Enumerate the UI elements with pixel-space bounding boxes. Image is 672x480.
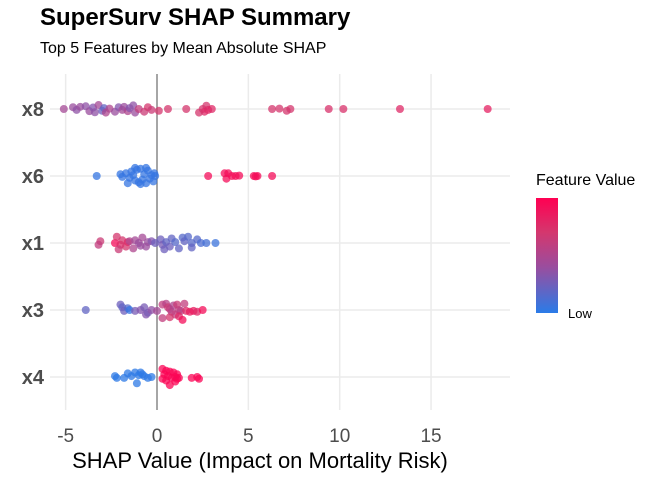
shap-point xyxy=(211,239,220,247)
shap-point xyxy=(171,238,180,247)
shap-point xyxy=(129,244,138,253)
shap-point xyxy=(81,306,90,314)
x-tick-label: 15 xyxy=(420,426,441,447)
shap-point xyxy=(182,105,191,113)
shap-point xyxy=(275,104,284,113)
y-tick-label: x8 xyxy=(22,99,44,121)
series-x4 xyxy=(110,364,204,390)
y-tick-label: x3 xyxy=(22,300,44,322)
shap-point xyxy=(154,106,163,115)
shap-point xyxy=(195,108,204,117)
shap-point xyxy=(59,105,68,113)
shap-point xyxy=(90,108,99,117)
shap-point xyxy=(131,163,140,172)
y-tick-label: x6 xyxy=(22,166,44,188)
shap-point xyxy=(163,105,172,113)
shap-point xyxy=(286,105,295,113)
legend-low-label: Low xyxy=(568,306,592,321)
series-x1 xyxy=(94,232,220,254)
x-axis-label: SHAP Value (Impact on Mortality Risk) xyxy=(72,448,448,473)
shap-point xyxy=(198,306,207,314)
shap-point xyxy=(395,105,404,113)
shap-point xyxy=(112,373,121,382)
shap-point xyxy=(123,179,132,188)
legend-colorbar xyxy=(536,198,558,313)
shap-point xyxy=(180,299,189,308)
x-tick-label: 5 xyxy=(243,426,254,447)
shap-point xyxy=(174,244,183,253)
shap-point xyxy=(138,370,147,379)
shap-point xyxy=(268,172,277,180)
shap-point xyxy=(153,306,161,315)
shap-point xyxy=(94,240,103,249)
shap-point xyxy=(195,374,204,383)
shap-point xyxy=(151,172,160,180)
shap-point xyxy=(207,105,216,113)
chart-title: SuperSurv SHAP Summary xyxy=(40,4,351,31)
shap-point xyxy=(147,373,156,381)
shap-point xyxy=(324,105,333,113)
shap-point xyxy=(235,171,244,180)
series-x6 xyxy=(92,163,277,189)
shap-point xyxy=(187,243,196,252)
shap-point xyxy=(132,379,141,388)
shap-point xyxy=(158,314,167,323)
x-tick-label: -5 xyxy=(57,426,74,447)
shap-point xyxy=(202,239,211,247)
series-x3 xyxy=(81,299,207,324)
shap-point xyxy=(187,373,196,382)
x-tick-label: 10 xyxy=(329,426,350,447)
shap-point xyxy=(136,180,145,189)
x-tick-label: 0 xyxy=(152,426,163,447)
shap-point xyxy=(251,172,260,181)
shap-point xyxy=(483,105,492,113)
chart-subtitle: Top 5 Features by Mean Absolute SHAP xyxy=(40,40,327,57)
shap-point xyxy=(142,163,151,172)
shap-point xyxy=(196,239,205,247)
shap-point xyxy=(147,105,156,114)
shap-point xyxy=(268,105,277,113)
y-tick-label: x4 xyxy=(22,367,45,389)
shap-point xyxy=(171,377,180,386)
series-x8 xyxy=(59,101,492,117)
shap-point xyxy=(178,315,187,324)
shap-point xyxy=(138,233,147,242)
shap-point xyxy=(165,313,174,322)
shap-point xyxy=(165,242,174,251)
shap-point xyxy=(184,232,193,241)
shap-point xyxy=(114,245,123,254)
y-tick-label: x1 xyxy=(22,233,44,255)
shap-point xyxy=(339,105,348,113)
shap-point xyxy=(204,172,213,180)
legend-title: Feature Value xyxy=(536,172,636,189)
shap-point xyxy=(92,172,101,180)
